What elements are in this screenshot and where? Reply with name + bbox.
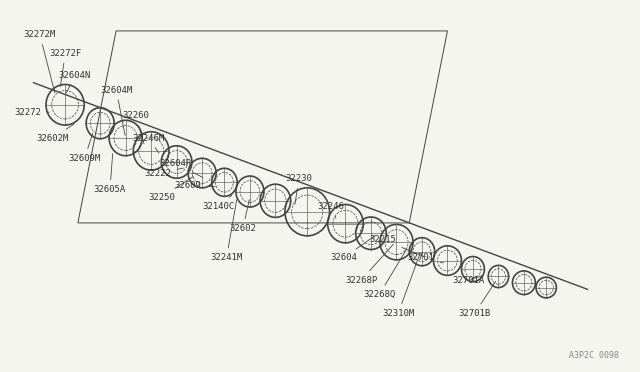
Text: 32310M: 32310M xyxy=(382,254,420,318)
Text: 32605A: 32605A xyxy=(94,154,126,194)
Text: 32246: 32246 xyxy=(317,202,344,218)
Text: 32701A: 32701A xyxy=(452,275,484,285)
Text: 32701B: 32701B xyxy=(458,281,495,318)
Text: 32272M: 32272M xyxy=(24,30,56,93)
Text: 32604M: 32604M xyxy=(100,86,132,135)
Text: 32602M: 32602M xyxy=(36,124,74,142)
Text: 32609M: 32609M xyxy=(68,133,100,163)
Text: 32268P: 32268P xyxy=(345,244,394,285)
Text: 32222: 32222 xyxy=(145,168,184,177)
Text: 32246M: 32246M xyxy=(132,134,164,153)
Text: 32241M: 32241M xyxy=(211,200,243,263)
Text: A3P2C 0098: A3P2C 0098 xyxy=(570,350,620,359)
Text: 32140C: 32140C xyxy=(202,195,234,211)
Text: 32230: 32230 xyxy=(285,174,312,204)
Text: 32215: 32215 xyxy=(369,235,424,257)
Text: 32701: 32701 xyxy=(408,253,444,263)
Text: 32268Q: 32268Q xyxy=(363,249,406,299)
Text: 32604N: 32604N xyxy=(59,71,91,93)
Text: 32602: 32602 xyxy=(230,200,257,233)
Text: 32604R: 32604R xyxy=(159,159,203,177)
Text: 32609: 32609 xyxy=(175,182,215,190)
Text: 32250: 32250 xyxy=(148,176,193,202)
Text: 32260: 32260 xyxy=(122,111,149,144)
Text: 32272: 32272 xyxy=(14,108,49,117)
Text: 32272F: 32272F xyxy=(49,49,81,87)
Text: 32604: 32604 xyxy=(330,235,375,263)
